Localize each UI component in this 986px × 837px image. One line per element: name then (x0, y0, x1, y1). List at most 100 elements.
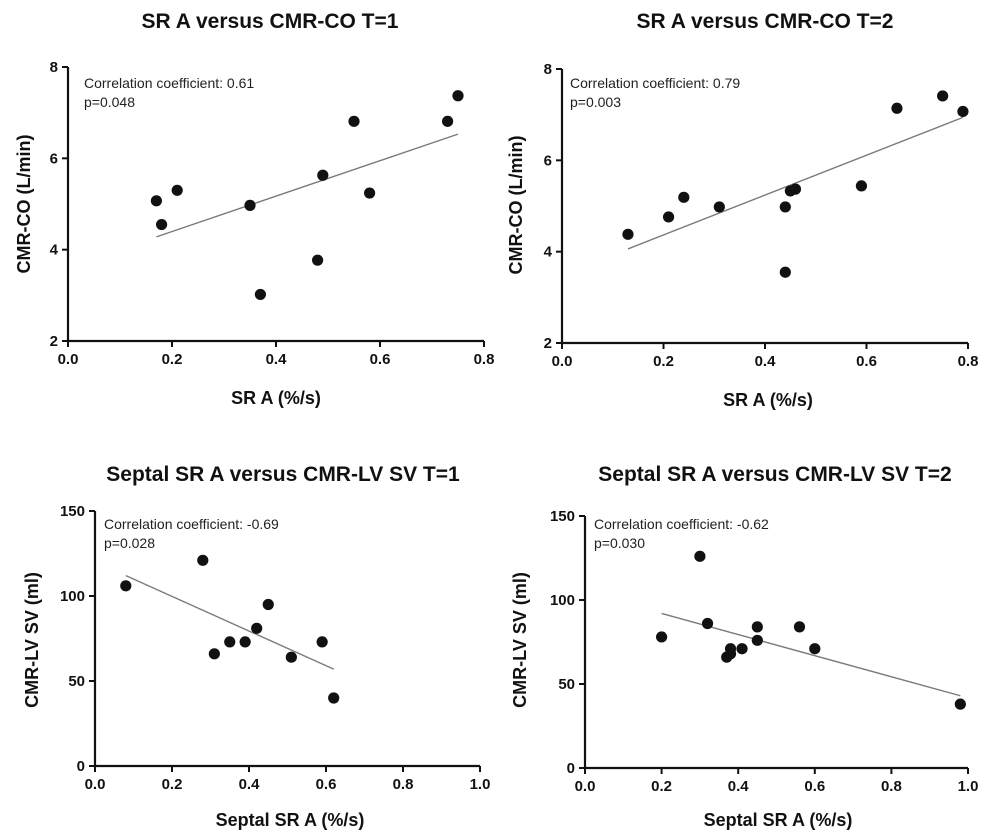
regression-line (156, 133, 459, 238)
chart-panel-3: Septal SR A versus CMR-LV SV T=1 CMR-LV … (22, 463, 490, 830)
x-tick-label: 0.6 (804, 778, 825, 795)
regression-line (627, 116, 964, 250)
chart-title: Septal SR A versus CMR-LV SV T=2 (598, 463, 951, 486)
data-point (317, 169, 329, 181)
data-point (751, 634, 763, 646)
data-point (779, 266, 791, 278)
data-point (150, 195, 162, 207)
y-tick-label: 50 (68, 673, 85, 690)
x-axis-title: Septal SR A (%/s) (216, 810, 365, 830)
y-tick-label: 150 (550, 508, 575, 525)
x-tick-label: 0.6 (370, 351, 391, 368)
y-tick-label: 6 (50, 150, 58, 167)
data-point (656, 631, 668, 643)
x-tick-label: 0.8 (474, 351, 495, 368)
p-value-annotation: p=0.028 (104, 535, 155, 551)
data-point (937, 90, 949, 102)
data-point (855, 180, 868, 192)
chart-title: SR A versus CMR-CO T=1 (142, 10, 399, 33)
data-point (244, 199, 256, 211)
y-axis-title: CMR-LV SV (ml) (22, 572, 42, 708)
y-axis-title: CMR-CO (L/min) (506, 136, 526, 275)
x-axis-title: Septal SR A (%/s) (704, 810, 853, 830)
y-tick-label: 2 (544, 335, 552, 352)
data-point (171, 184, 183, 196)
correlation-annotation: Correlation coefficient: -0.62 (594, 516, 769, 532)
x-tick-label: 1.0 (470, 776, 491, 793)
x-tick-label: 0.6 (856, 353, 877, 370)
x-tick-label: 0.8 (958, 353, 979, 370)
y-tick-label: 4 (544, 244, 553, 261)
chart-title: SR A versus CMR-CO T=2 (637, 10, 894, 33)
data-point (208, 648, 220, 660)
data-point (713, 201, 725, 213)
data-point (364, 187, 376, 199)
data-point (328, 692, 340, 704)
data-point (316, 636, 328, 648)
data-point (789, 183, 802, 195)
data-point (348, 115, 360, 127)
y-tick-label: 6 (544, 152, 552, 169)
data-point (809, 643, 821, 655)
data-point (724, 648, 737, 660)
p-value-annotation: p=0.030 (594, 535, 645, 551)
data-point (156, 218, 168, 231)
y-tick-label: 100 (60, 588, 85, 605)
x-tick-label: 0.4 (755, 353, 777, 370)
correlation-annotation: Correlation coefficient: 0.61 (84, 75, 254, 91)
data-point (224, 636, 236, 648)
y-tick-label: 0 (567, 760, 575, 777)
chart-panel-2: SR A versus CMR-CO T=2 CMR-CO (L/min) SR… (506, 10, 978, 410)
x-tick-label: 0.4 (728, 778, 750, 795)
data-point (622, 228, 634, 240)
data-point (251, 622, 263, 634)
x-tick-label: 0.2 (162, 351, 183, 368)
x-tick-label: 0.0 (552, 353, 573, 370)
p-value-annotation: p=0.048 (84, 94, 135, 110)
x-axis-title: SR A (%/s) (723, 390, 813, 410)
x-tick-label: 0.0 (85, 776, 106, 793)
x-tick-label: 0.6 (316, 776, 337, 793)
correlation-annotation: Correlation coefficient: -0.69 (104, 516, 279, 532)
x-tick-label: 1.0 (958, 778, 979, 795)
regression-line (125, 574, 334, 670)
p-value-annotation: p=0.003 (570, 94, 621, 110)
y-tick-label: 50 (558, 676, 575, 693)
data-point (779, 201, 791, 213)
data-point (891, 102, 903, 114)
data-point (285, 651, 297, 663)
x-tick-label: 0.8 (881, 778, 902, 795)
x-tick-label: 0.4 (239, 776, 261, 793)
x-tick-label: 0.2 (162, 776, 183, 793)
data-point (793, 621, 806, 633)
data-point (312, 254, 324, 266)
y-tick-label: 8 (544, 61, 552, 78)
x-tick-label: 0.2 (653, 353, 674, 370)
data-point (701, 617, 714, 630)
data-point (678, 191, 690, 203)
y-axis-title: CMR-LV SV (ml) (510, 572, 530, 708)
data-point (442, 115, 454, 127)
data-point (197, 554, 209, 566)
chart-panel-4: Septal SR A versus CMR-LV SV T=2 CMR-LV … (510, 463, 978, 830)
x-tick-label: 0.4 (266, 351, 288, 368)
y-tick-label: 0 (77, 758, 85, 775)
x-tick-label: 0.8 (393, 776, 414, 793)
data-point (954, 698, 966, 710)
y-axis-title: CMR-CO (L/min) (14, 135, 34, 274)
y-tick-label: 2 (50, 333, 58, 350)
data-point (254, 288, 266, 301)
x-tick-label: 0.0 (575, 778, 596, 795)
data-point (120, 580, 132, 592)
x-axis-title: SR A (%/s) (231, 388, 321, 408)
data-point (452, 90, 464, 102)
data-point (262, 598, 274, 611)
x-tick-label: 0.2 (651, 778, 672, 795)
data-point (662, 211, 675, 223)
y-tick-label: 4 (50, 242, 59, 259)
data-point (957, 105, 969, 118)
y-tick-label: 100 (550, 592, 575, 609)
chart-title: Septal SR A versus CMR-LV SV T=1 (106, 463, 460, 486)
y-tick-label: 8 (50, 59, 58, 76)
